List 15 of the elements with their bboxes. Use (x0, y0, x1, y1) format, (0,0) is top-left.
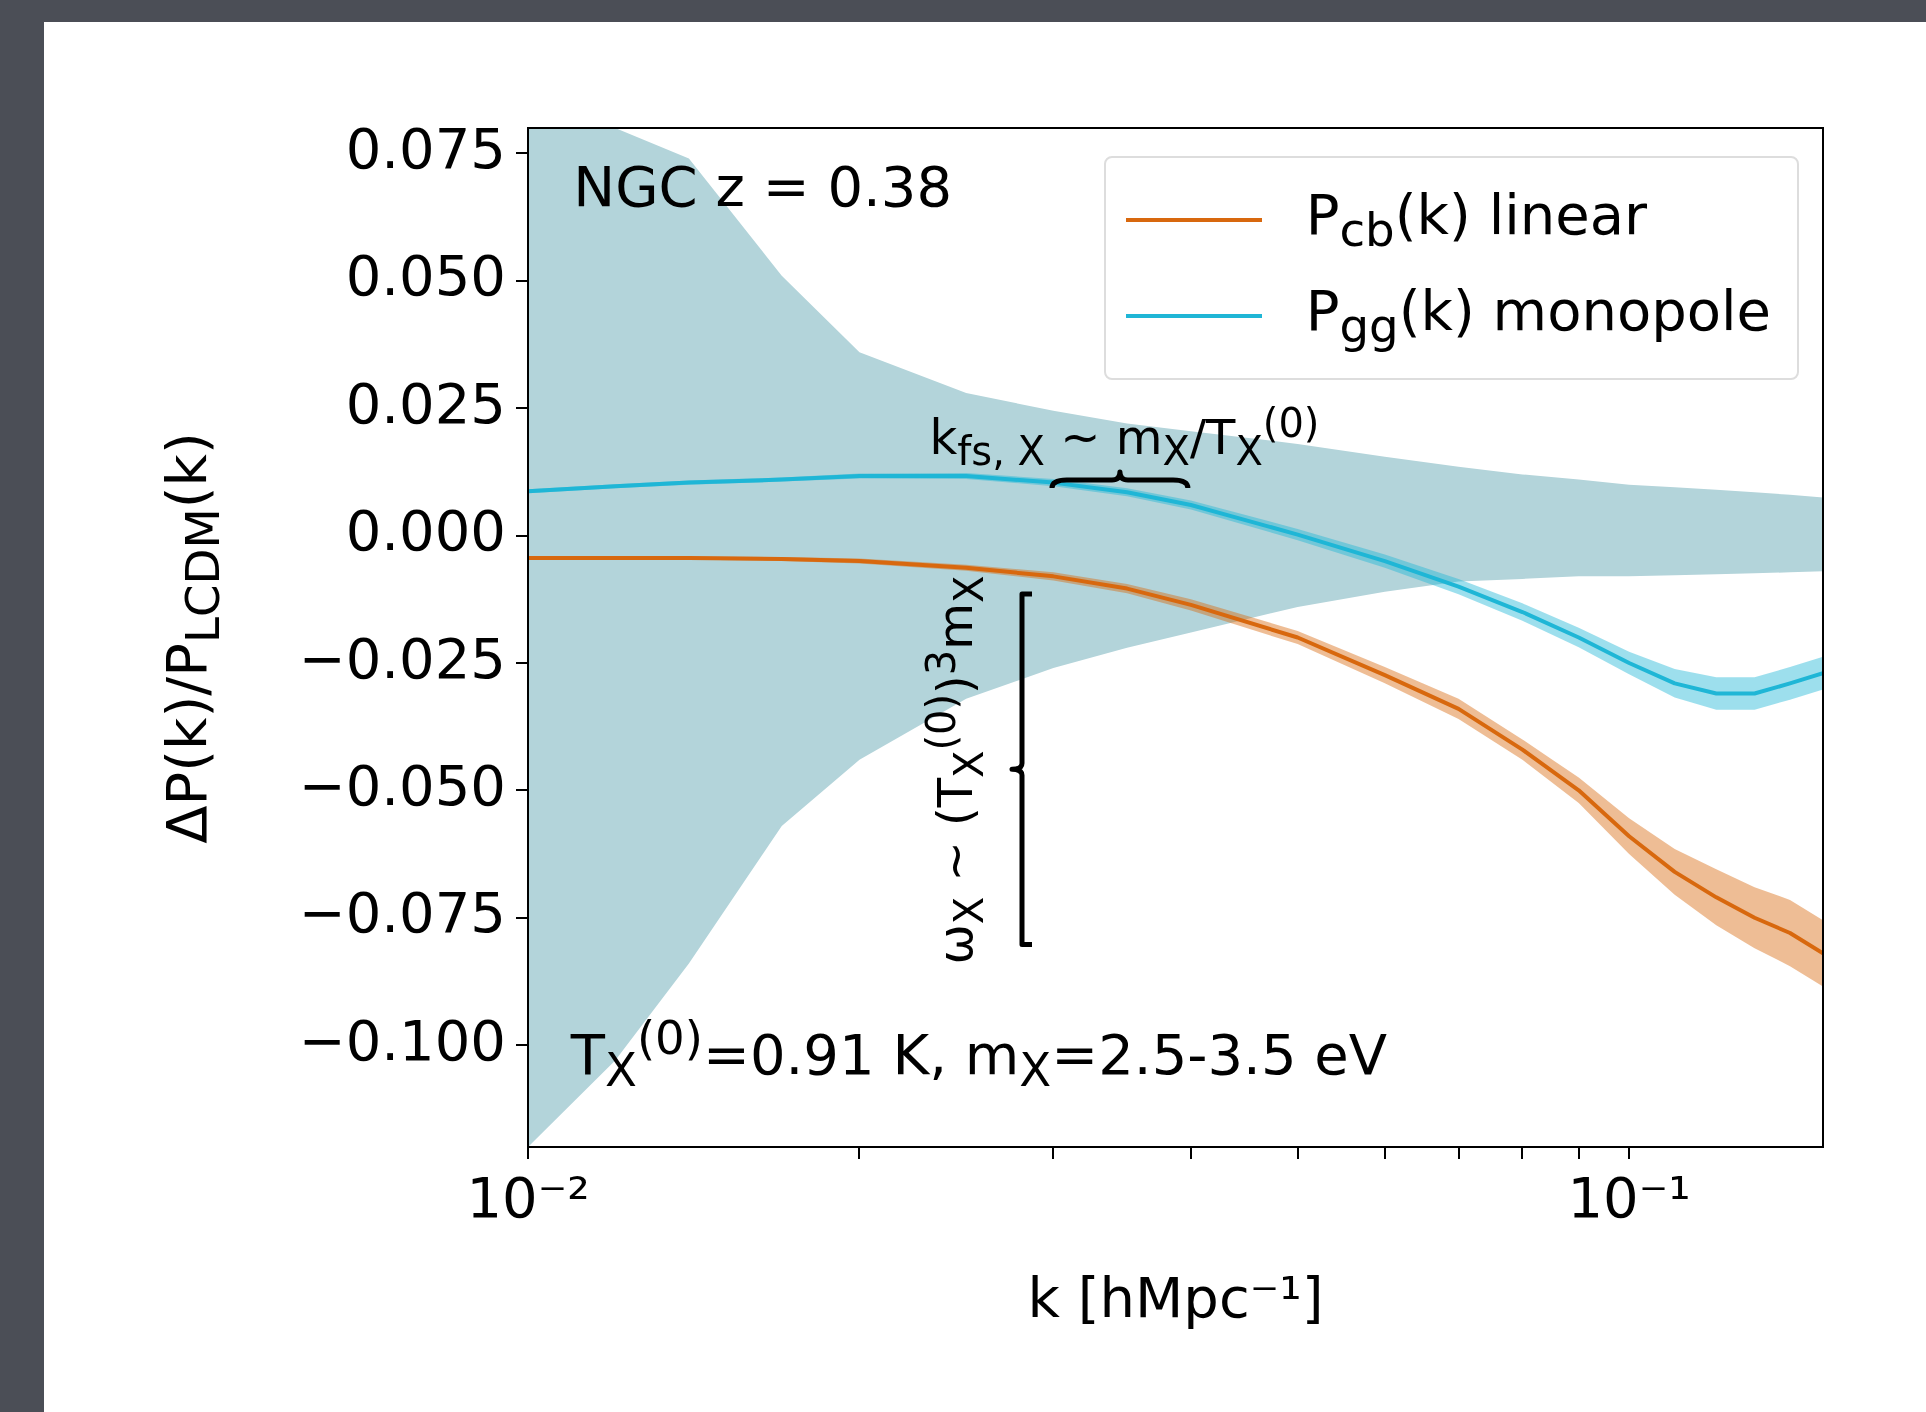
y-tick-label: −0.075 (298, 880, 506, 946)
annotation: NGC z = 0.38 (573, 153, 953, 219)
x-tick-label: 10⁻² (466, 1165, 590, 1231)
x-axis-title: k [hMpc⁻¹] (1027, 1265, 1324, 1330)
annotation: T$_{X}$$^{(0)}$=0.91 K, m$_{X}$=2.5-3.5 eV (570, 1010, 1388, 1097)
x-tick-label: 10⁻¹ (1567, 1165, 1691, 1231)
y-tick-label: 0.000 (345, 498, 506, 564)
legend-label: P$_{gg}$(k) monopole (1305, 278, 1771, 354)
y-tick-label: −0.050 (298, 752, 506, 818)
y-tick-label: 0.075 (345, 116, 506, 182)
y-tick-label: 0.050 (345, 243, 506, 309)
y-tick-label: −0.025 (298, 625, 506, 691)
y-tick-label: −0.100 (298, 1007, 506, 1073)
legend-label: P$_{cb}$(k) linear (1305, 182, 1648, 258)
y-tick-label: 0.025 (345, 370, 506, 436)
